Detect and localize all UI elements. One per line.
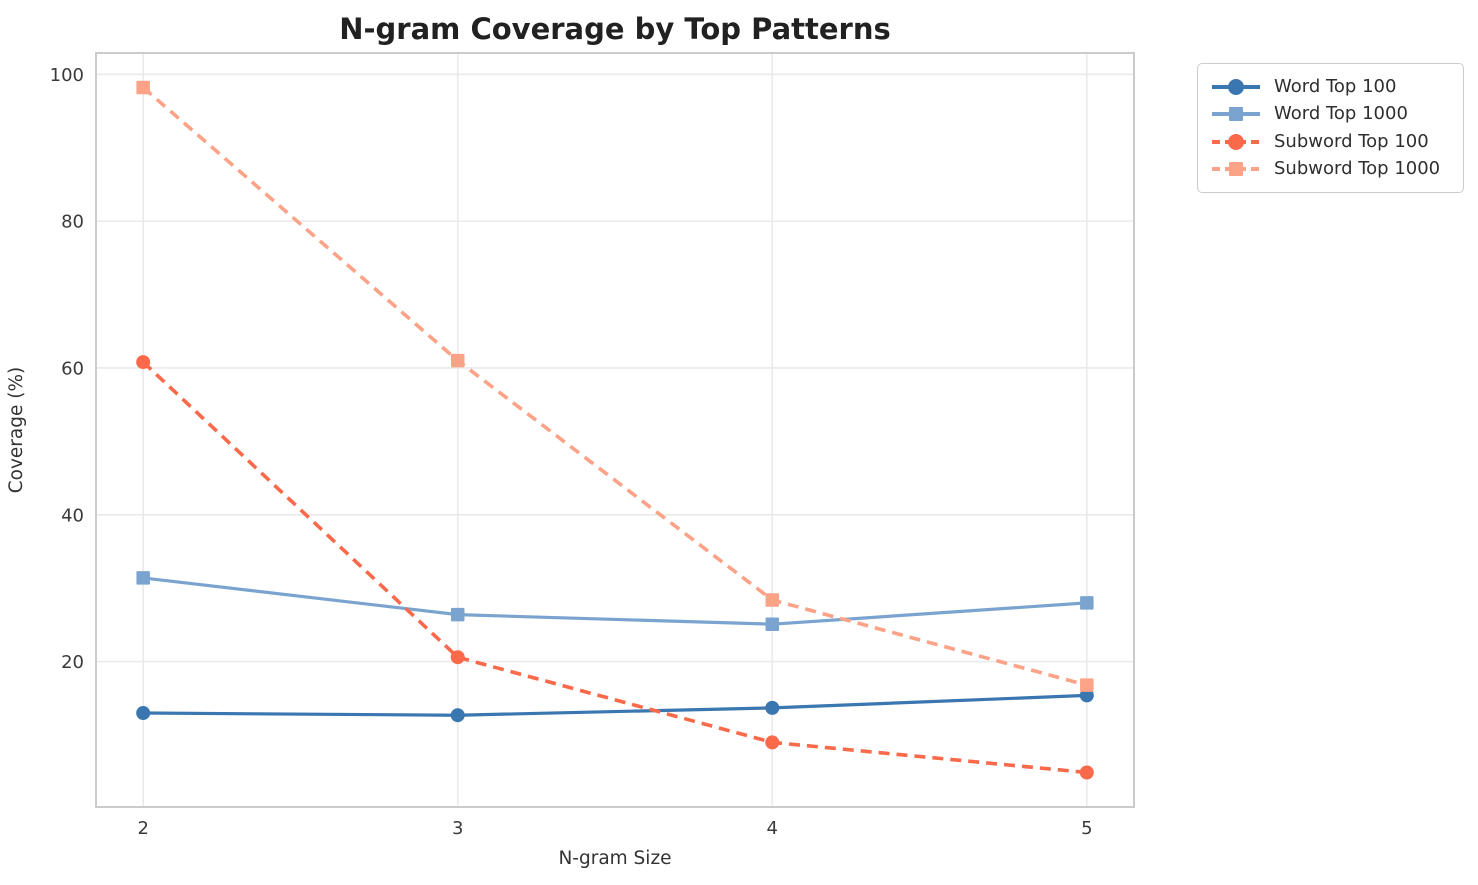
series-lines [136, 80, 1094, 780]
legend-sample-marker [1228, 133, 1244, 150]
legend-sample-marker [1229, 107, 1243, 122]
legend-sample-marker [1229, 162, 1243, 177]
legend-sample-line-icon [1212, 133, 1260, 150]
y-axis-label: Coverage (%) [6, 367, 27, 494]
gridlines [96, 53, 1134, 807]
data-point-marker [450, 353, 465, 368]
data-point-marker [450, 650, 465, 665]
y-tick-label: 20 [61, 652, 84, 673]
data-point-marker [765, 617, 780, 631]
data-point-marker [1080, 596, 1094, 610]
data-point-marker [765, 700, 780, 715]
legend-item-label: Word Top 100 [1274, 75, 1397, 97]
data-point-marker [1080, 678, 1094, 692]
legend: Word Top 100 Word Top 1000 Subword Top 1… [1197, 63, 1464, 193]
legend-item-subword-top-100: Subword Top 100 [1210, 132, 1451, 152]
y-tick-label: 100 [50, 65, 84, 86]
legend-item-word-top-1000: Word Top 1000 [1210, 104, 1451, 124]
x-tick-label: 3 [452, 818, 463, 839]
data-point-marker [765, 593, 780, 607]
series-line-word-top-1000 [142, 576, 1087, 626]
legend-item-subword-top-1000: Subword Top 1000 [1210, 159, 1451, 179]
y-tick-label: 60 [61, 358, 84, 379]
y-tick-label: 80 [61, 212, 84, 233]
x-tick-label: 2 [137, 818, 148, 839]
series-line-subword-top-100 [141, 360, 1087, 775]
x-axis-label: N-gram Size [558, 848, 671, 869]
tick-labels: 2 3 4 5 20 40 60 80 100 [50, 65, 1093, 839]
legend-sample-line-icon [1212, 107, 1260, 122]
data-point-marker [136, 355, 151, 370]
data-point-marker [136, 80, 150, 95]
data-point-marker [1079, 688, 1094, 703]
legend-item-label: Subword Top 100 [1274, 130, 1429, 152]
y-tick-label: 40 [61, 505, 84, 526]
series-line-subword-top-1000 [142, 86, 1088, 687]
legend-sample-line-icon [1212, 162, 1260, 177]
legend-item-label: Subword Top 1000 [1274, 158, 1441, 180]
legend-sample-line-icon [1212, 78, 1260, 95]
data-point-marker [450, 607, 465, 622]
data-point-marker [136, 706, 151, 721]
legend-item-label: Word Top 1000 [1274, 103, 1408, 125]
data-point-marker [765, 735, 780, 750]
legend-sample-marker [1228, 78, 1244, 95]
data-point-marker [136, 571, 150, 585]
chart-title: N-gram Coverage by Top Patterns [339, 12, 891, 46]
legend-item-word-top-100: Word Top 100 [1210, 77, 1451, 97]
x-tick-label: 5 [1081, 818, 1092, 839]
data-point-marker [450, 708, 465, 723]
axes-frame [95, 52, 1135, 808]
series-line-word-top-100 [143, 693, 1087, 717]
data-point-marker [1079, 765, 1094, 780]
x-tick-label: 4 [767, 818, 778, 839]
